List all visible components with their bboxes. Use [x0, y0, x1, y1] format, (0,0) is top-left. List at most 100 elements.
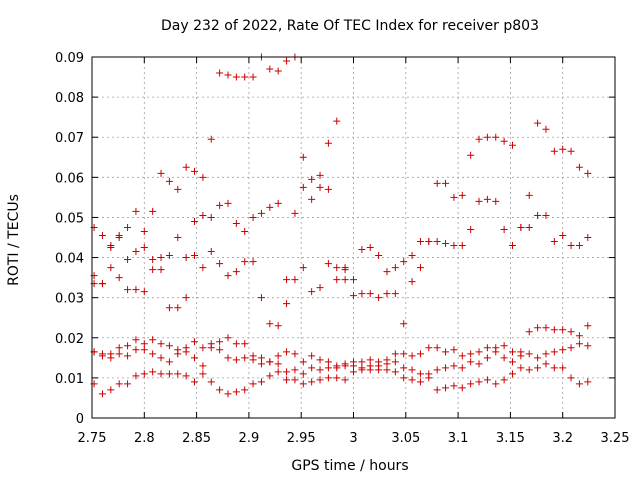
data-point-marker [366, 290, 374, 298]
data-point-marker [400, 374, 408, 382]
data-point-marker [132, 286, 140, 294]
data-point-marker [132, 207, 140, 215]
data-point-marker [107, 386, 115, 394]
x-tick-label: 2.9 [239, 431, 260, 446]
x-tick-label: 3.1 [448, 431, 469, 446]
data-point-marker [149, 368, 157, 376]
data-point-marker [534, 364, 542, 372]
x-tick-label: 2.85 [182, 431, 211, 446]
data-point-marker [174, 304, 182, 312]
data-point-marker [425, 238, 433, 246]
data-point-marker [115, 274, 123, 282]
data-point-marker [299, 264, 307, 272]
data-point-marker [467, 151, 475, 159]
x-tick-label: 3.15 [496, 431, 525, 446]
data-point-marker [107, 350, 115, 358]
data-point-marker [124, 256, 132, 264]
data-point-marker [199, 211, 207, 219]
data-point-marker [458, 191, 466, 199]
data-point-marker [366, 366, 374, 374]
data-point-marker [257, 294, 265, 302]
data-point-marker [274, 360, 282, 368]
data-point-marker [500, 354, 508, 362]
data-point-marker [291, 276, 299, 284]
data-point-marker [550, 326, 558, 334]
data-point-marker [299, 183, 307, 191]
data-point-marker [98, 280, 106, 288]
x-tick-label: 3.2 [552, 431, 573, 446]
data-point-marker [299, 153, 307, 161]
data-point-marker [442, 240, 450, 248]
data-point-marker [425, 344, 433, 352]
data-point-marker [584, 169, 592, 177]
data-point-marker [241, 354, 249, 362]
data-point-marker [416, 350, 424, 358]
data-point-marker [241, 340, 249, 348]
data-point-marker [115, 344, 123, 352]
data-point-marker [132, 372, 140, 380]
data-point-marker [567, 242, 575, 250]
data-point-marker [316, 366, 324, 374]
data-point-marker [316, 284, 324, 292]
data-point-marker [375, 252, 383, 260]
data-point-marker [542, 125, 550, 133]
data-point-marker [550, 238, 558, 246]
data-point-marker [517, 352, 525, 360]
data-point-marker [291, 366, 299, 374]
data-point-marker [383, 290, 391, 298]
data-point-marker [98, 390, 106, 398]
data-point-marker [567, 374, 575, 382]
data-point-marker [149, 256, 157, 264]
data-point-marker [492, 133, 500, 141]
data-point-marker [124, 352, 132, 360]
data-point-marker [149, 207, 157, 215]
data-point-marker [283, 376, 291, 384]
data-point-marker [316, 376, 324, 384]
y-tick-label: 0 [76, 412, 84, 427]
data-point-marker [492, 348, 500, 356]
data-point-marker [458, 364, 466, 372]
data-point-marker [224, 390, 232, 398]
data-point-marker [232, 219, 240, 227]
data-point-marker [216, 69, 224, 77]
data-point-marker [115, 380, 123, 388]
data-point-marker [341, 264, 349, 272]
data-point-marker [165, 342, 173, 350]
data-point-marker [291, 376, 299, 384]
data-point-marker [575, 340, 583, 348]
data-point-marker [157, 266, 165, 274]
data-point-marker [232, 73, 240, 81]
data-point-marker [308, 364, 316, 372]
data-point-marker [207, 135, 215, 143]
data-point-marker [224, 354, 232, 362]
data-point-marker [124, 223, 132, 231]
data-point-marker [283, 348, 291, 356]
data-point-marker [508, 348, 516, 356]
data-point-marker [442, 384, 450, 392]
data-point-marker [115, 350, 123, 358]
data-point-marker [375, 294, 383, 302]
data-point-marker [291, 209, 299, 217]
data-point-marker [467, 358, 475, 366]
data-point-marker [249, 380, 257, 388]
x-tick-label: 2.75 [78, 431, 107, 446]
data-point-marker [584, 378, 592, 386]
data-point-marker [391, 350, 399, 358]
data-point-marker [450, 193, 458, 201]
data-point-marker [483, 195, 491, 203]
data-point-marker [291, 350, 299, 358]
data-point-marker [525, 366, 533, 374]
data-point-marker [224, 71, 232, 79]
data-point-marker [559, 364, 567, 372]
data-point-marker [550, 147, 558, 155]
x-tick-label: 2.95 [287, 431, 316, 446]
data-point-marker [350, 292, 357, 300]
data-point-marker [140, 370, 148, 378]
data-point-marker [324, 364, 332, 372]
data-point-marker [266, 358, 274, 366]
data-point-marker [157, 354, 165, 362]
x-tick-label: 3 [349, 431, 357, 446]
data-point-marker [324, 358, 332, 366]
data-point-marker [408, 352, 416, 360]
data-point-marker [333, 364, 341, 372]
